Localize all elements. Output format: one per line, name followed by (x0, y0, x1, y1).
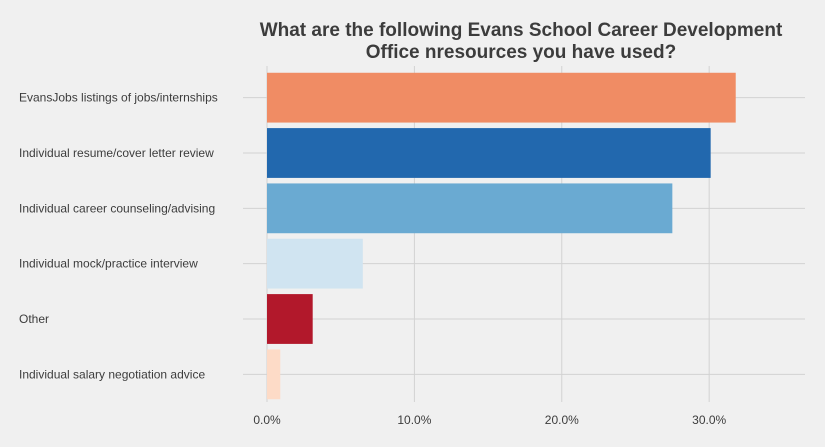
chart-title-line-1: What are the following Evans School Care… (260, 20, 783, 41)
category-label-2: Individual resume/cover letter review (19, 146, 214, 160)
bar-2 (267, 128, 711, 178)
bars (267, 72, 736, 400)
bar-6 (267, 349, 281, 400)
bar-1 (267, 72, 736, 123)
category-labels: EvansJobs listings of jobs/internships In… (19, 91, 218, 382)
bar-4 (267, 238, 363, 289)
category-label-1: EvansJobs listings of jobs/internships (19, 91, 218, 105)
chart-title-line-2: Office nresources you have used? (366, 42, 676, 63)
x-tick-label-2: 10.0% (397, 413, 431, 427)
chart-title: What are the following Evans School Care… (260, 20, 783, 63)
bar-3 (267, 183, 673, 234)
x-tick-label-4: 30.0% (692, 413, 726, 427)
category-label-3: Individual career counseling/advising (19, 201, 215, 215)
x-axis-tick-labels: 0.0% 10.0% 20.0% 30.0% (253, 413, 726, 427)
category-label-5: Other (19, 312, 49, 326)
x-tick-label-3: 20.0% (545, 413, 579, 427)
bar-5 (267, 294, 313, 344)
category-label-4: Individual mock/practice interview (19, 257, 198, 271)
category-label-6: Individual salary negotiation advice (19, 367, 205, 381)
x-tick-label-1: 0.0% (253, 413, 281, 427)
